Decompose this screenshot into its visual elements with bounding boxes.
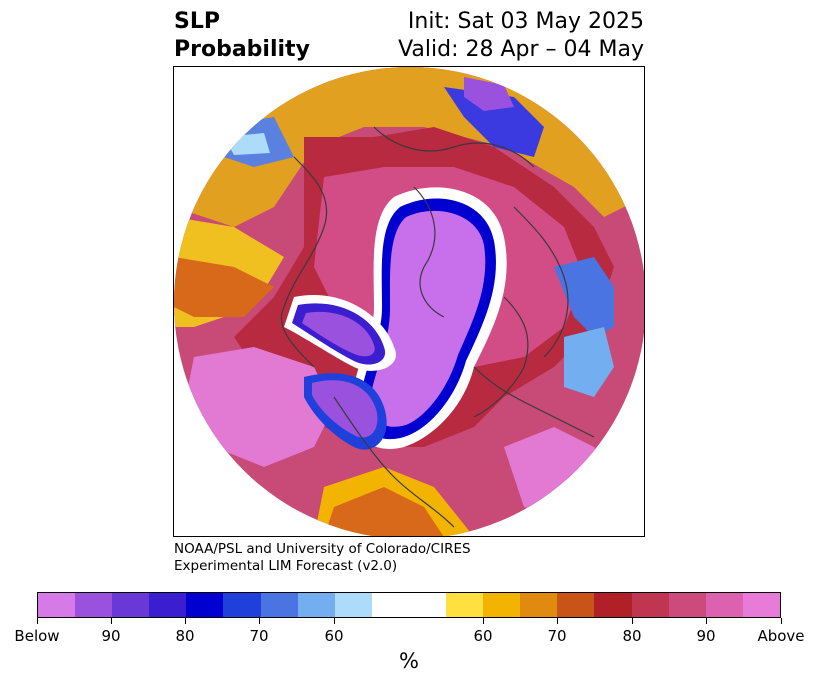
colorbar-swatch <box>112 593 150 617</box>
colorbar-swatch <box>334 593 372 617</box>
atlantic-orange-region <box>324 487 444 536</box>
colorbar-swatch <box>446 593 484 617</box>
colorbar-tick-label: Above <box>757 627 805 645</box>
arctic-purple-core <box>370 210 486 427</box>
colorbar-swatch <box>520 593 558 617</box>
colorbar-tick-mark <box>632 618 633 624</box>
colorbar-swatch <box>149 593 187 617</box>
arctic-purple-region <box>464 77 514 111</box>
valid-period: Valid: 28 Apr – 04 May <box>398 37 644 62</box>
colorbar-swatch <box>705 593 743 617</box>
pacific-trough-purple <box>302 311 375 357</box>
colorbar-tick-label: Below <box>14 627 60 645</box>
colorbar-swatch <box>631 593 669 617</box>
colorbar-swatch <box>38 593 76 617</box>
colorbar-tick-label: 80 <box>175 627 195 645</box>
colorbar-swatch <box>742 593 780 617</box>
north-america-trough-purple <box>312 380 378 438</box>
init-date: Init: Sat 03 May 2025 <box>407 9 644 34</box>
colorbar-swatch <box>483 593 521 617</box>
data-credit: NOAA/PSL and University of Colorado/CIRE… <box>174 541 471 575</box>
colorbar-swatch <box>668 593 706 617</box>
colorbar-tick-mark <box>111 618 112 624</box>
colorbar-swatch <box>75 593 113 617</box>
title-line-type: Probability <box>174 37 310 62</box>
colorbar-unit: % <box>399 649 419 673</box>
colorbar-swatch <box>223 593 261 617</box>
credit-line-model: Experimental LIM Forecast (v2.0) <box>174 558 398 574</box>
coastlines <box>280 96 644 528</box>
colorbar-tick-label: 70 <box>547 627 567 645</box>
colorbar-tick-label: 60 <box>473 627 493 645</box>
north-america-pink-region <box>184 347 334 467</box>
colorbar-tick-mark <box>37 618 38 624</box>
colorbar-tick-label: 60 <box>324 627 344 645</box>
colorbar-tick-mark <box>483 618 484 624</box>
colorbar-swatch <box>557 593 595 617</box>
europe-blue-region <box>554 257 614 337</box>
colorbar-tick-label: 90 <box>696 627 716 645</box>
colorbar-tick-mark <box>334 618 335 624</box>
north-pacific-yellow-region <box>174 67 644 227</box>
europe-lightblue-region <box>564 327 614 397</box>
colorbar <box>37 592 781 618</box>
colorbar-tick-label: 70 <box>249 627 269 645</box>
arctic-blue-region <box>444 87 544 157</box>
colorbar-tick-mark <box>706 618 707 624</box>
credit-line-organization: NOAA/PSL and University of Colorado/CIRE… <box>174 541 471 557</box>
colorbar-tick-mark <box>781 618 782 624</box>
colorbar-tick-mark <box>259 618 260 624</box>
map-title: SLP Probability <box>174 8 310 64</box>
colorbar-swatch <box>371 593 447 617</box>
colorbar-tick-label: 80 <box>622 627 642 645</box>
forecast-dates: Init: Sat 03 May 2025 Valid: 28 Apr – 04… <box>398 8 644 64</box>
pacific-orange-region <box>174 257 274 317</box>
probability-map <box>174 67 644 536</box>
colorbar-tick-label: 90 <box>101 627 121 645</box>
title-line-variable: SLP <box>174 9 220 34</box>
map-frame <box>173 66 645 537</box>
colorbar-swatch <box>594 593 632 617</box>
colorbar-tick-mark <box>557 618 558 624</box>
colorbar-tick-mark <box>185 618 186 624</box>
colorbar-swatch <box>297 593 335 617</box>
colorbar-swatch <box>260 593 298 617</box>
colorbar-swatch <box>186 593 224 617</box>
